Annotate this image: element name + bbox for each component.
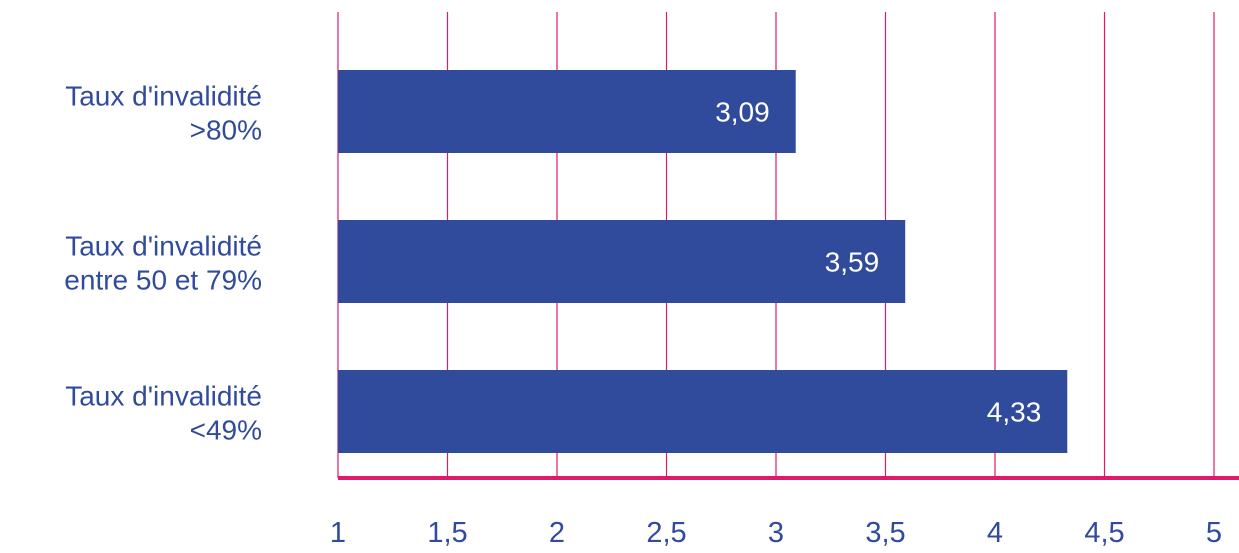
- x-tick-label: 1,5: [427, 517, 467, 549]
- x-tick-label: 4: [987, 517, 1003, 549]
- data-label: 3,59: [825, 247, 880, 278]
- x-tick-label: 2: [549, 517, 565, 549]
- x-tick-label: 3: [768, 517, 784, 549]
- x-tick-label: 4,5: [1084, 517, 1124, 549]
- data-label: 4,33: [987, 397, 1042, 428]
- x-tick-label: 2,5: [646, 517, 686, 549]
- data-label: 3,09: [715, 97, 770, 128]
- bars: [338, 70, 1068, 453]
- bar: [338, 370, 1068, 453]
- bar: [338, 70, 796, 153]
- category-label: Taux d'invalidité entre 50 et 79%: [64, 231, 262, 296]
- x-tick-label: 1: [330, 517, 346, 549]
- bar: [338, 220, 906, 303]
- x-tick-label: 5: [1206, 517, 1222, 549]
- category-label: Taux d'invalidité >80%: [65, 81, 262, 146]
- x-tick-label: 3,5: [865, 517, 905, 549]
- x-axis: 1 1,5 2 2,5 3 3,5 4 4,5 5: [330, 476, 1239, 549]
- labels: 3,09 Taux d'invalidité >80% 3,59 Taux d'inva…: [64, 81, 1041, 446]
- category-label: Taux d'invalidité <49%: [65, 381, 262, 446]
